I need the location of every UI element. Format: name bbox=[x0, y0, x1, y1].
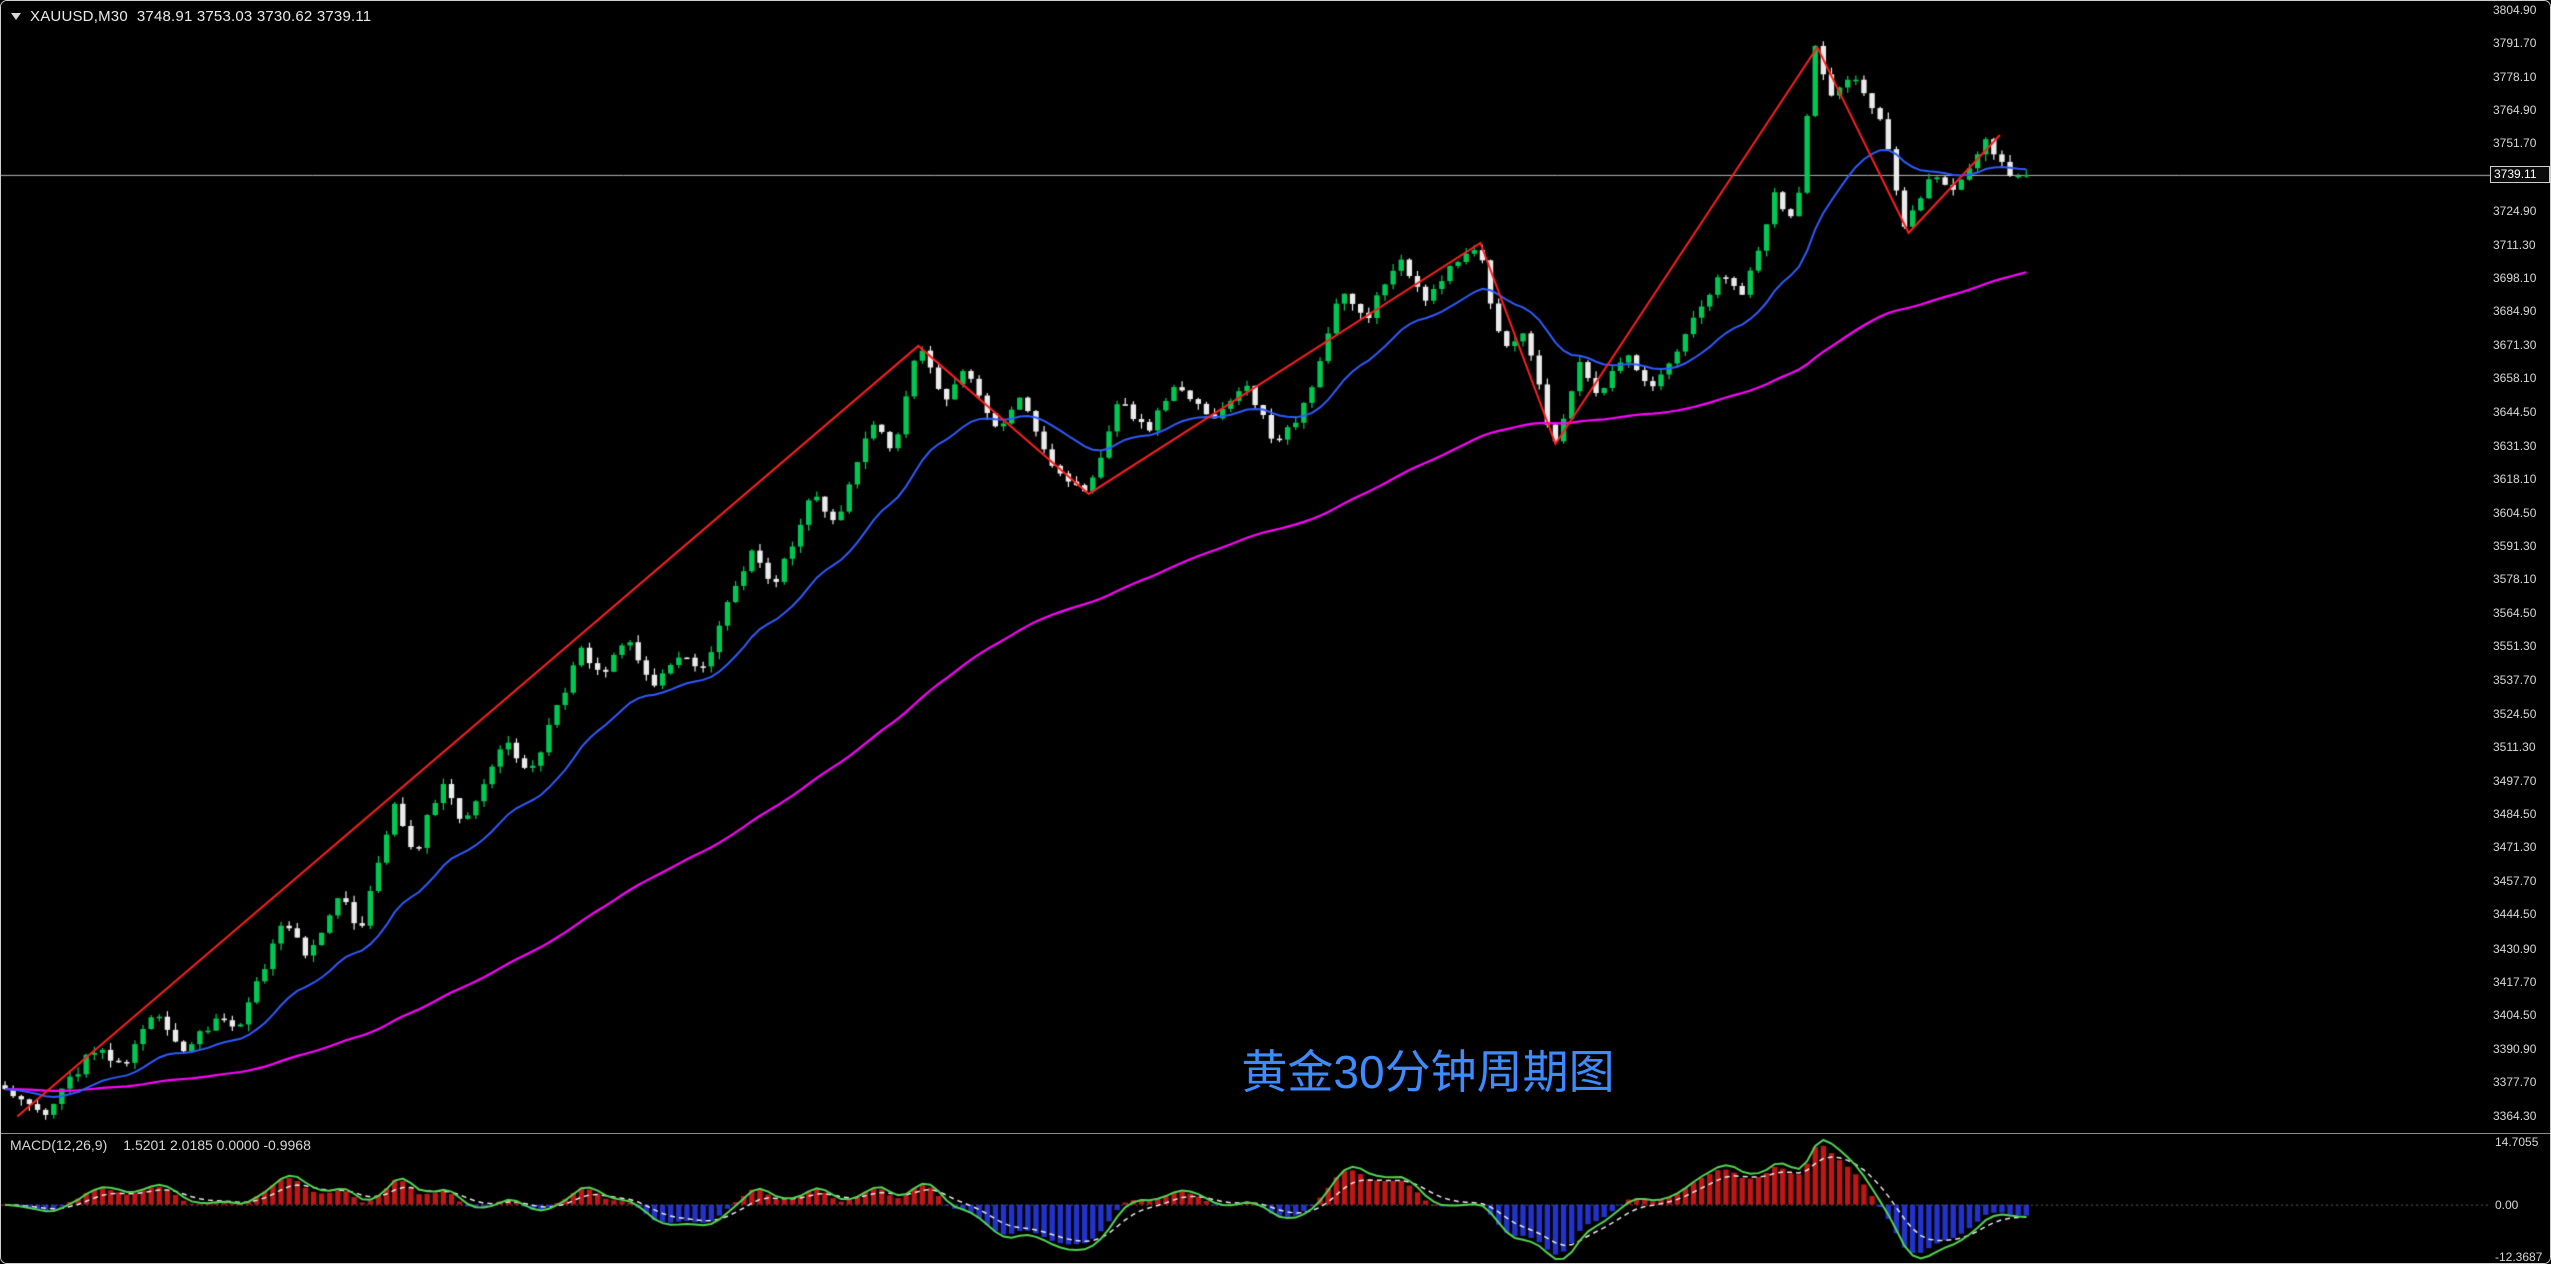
macd-pane: MACD(12,26,9) 1.5201 2.0185 0.0000 -0.99… bbox=[1, 1134, 2551, 1264]
macd-values: 1.5201 2.0185 0.0000 -0.9968 bbox=[123, 1137, 311, 1153]
price-axis-label: 3471.30 bbox=[2493, 840, 2536, 854]
price-axis-label: 3751.70 bbox=[2493, 136, 2536, 150]
macd-indicator-label: MACD(12,26,9) bbox=[10, 1137, 107, 1153]
price-axis-label: 3524.50 bbox=[2493, 707, 2536, 721]
price-axis-label: 3457.70 bbox=[2493, 874, 2536, 888]
price-axis-label: 3430.90 bbox=[2493, 942, 2536, 956]
price-axis-label: 3618.10 bbox=[2493, 472, 2536, 486]
price-axis-label: 3444.50 bbox=[2493, 907, 2536, 921]
symbol-dropdown-icon[interactable] bbox=[11, 13, 21, 20]
chart-window: XAUUSD,M30 3748.91 3753.03 3730.62 3739.… bbox=[0, 0, 2551, 1264]
macd-indicator-canvas[interactable] bbox=[1, 1134, 2551, 1264]
price-axis-label: 3364.30 bbox=[2493, 1109, 2536, 1123]
chart-header: XAUUSD,M30 3748.91 3753.03 3730.62 3739.… bbox=[11, 8, 371, 25]
price-axis-label: 3417.70 bbox=[2493, 975, 2536, 989]
price-axis-label: 3778.10 bbox=[2493, 70, 2536, 84]
price-axis-label: 3764.90 bbox=[2493, 103, 2536, 117]
price-axis-label: 3537.70 bbox=[2493, 673, 2536, 687]
current-price-badge: 3739.11 bbox=[2490, 166, 2550, 183]
price-axis-label: 3578.10 bbox=[2493, 572, 2536, 586]
price-axis-label: 3631.30 bbox=[2493, 439, 2536, 453]
macd-axis-max-label: 14.7055 bbox=[2495, 1135, 2538, 1149]
pane-separator[interactable] bbox=[1, 1133, 2551, 1134]
price-axis-label: 3551.30 bbox=[2493, 639, 2536, 653]
price-axis-label: 3644.50 bbox=[2493, 405, 2536, 419]
price-axis-label: 3377.70 bbox=[2493, 1075, 2536, 1089]
symbol-period-label: XAUUSD,M30 bbox=[30, 8, 128, 25]
price-axis-label: 3698.10 bbox=[2493, 271, 2536, 285]
price-axis-label: 3791.70 bbox=[2493, 36, 2536, 50]
ohlc-values: 3748.91 3753.03 3730.62 3739.11 bbox=[137, 8, 371, 25]
price-axis-label: 3390.90 bbox=[2493, 1042, 2536, 1056]
price-axis-label: 3484.50 bbox=[2493, 807, 2536, 821]
price-axis-label: 3724.90 bbox=[2493, 204, 2536, 218]
macd-axis-min-label: -12.3687 bbox=[2495, 1250, 2542, 1264]
price-axis-label: 3684.90 bbox=[2493, 304, 2536, 318]
price-axis-label: 3404.50 bbox=[2493, 1008, 2536, 1022]
price-axis-label: 3591.30 bbox=[2493, 539, 2536, 553]
price-axis-label: 3511.30 bbox=[2493, 740, 2536, 754]
macd-header: MACD(12,26,9) 1.5201 2.0185 0.0000 -0.99… bbox=[10, 1137, 311, 1153]
price-axis-label: 3497.70 bbox=[2493, 774, 2536, 788]
watermark-text: 黄金30分钟周期图 bbox=[1241, 1036, 1614, 1102]
price-axis-label: 3804.90 bbox=[2493, 3, 2536, 17]
macd-axis-zero-label: 0.00 bbox=[2495, 1198, 2518, 1212]
price-axis-label: 3564.50 bbox=[2493, 606, 2536, 620]
price-axis-label: 3604.50 bbox=[2493, 506, 2536, 520]
price-axis-label: 3658.10 bbox=[2493, 371, 2536, 385]
price-axis-label: 3671.30 bbox=[2493, 338, 2536, 352]
price-axis-label: 3711.30 bbox=[2493, 238, 2536, 252]
price-chart-canvas[interactable] bbox=[1, 1, 2551, 1133]
